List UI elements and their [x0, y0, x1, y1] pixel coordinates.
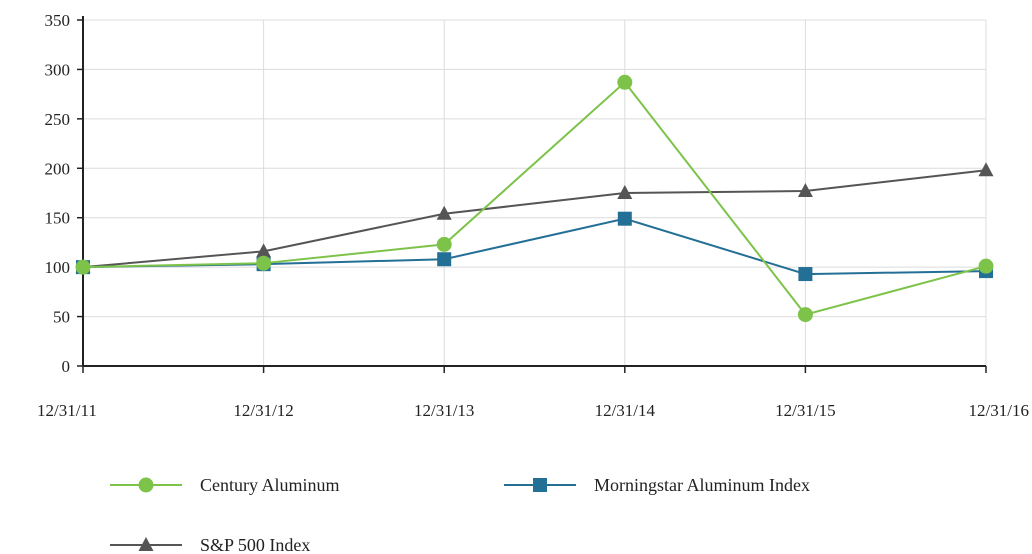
data-point-square: [798, 267, 813, 282]
legend-marker: [138, 537, 154, 551]
legend-item: Morningstar Aluminum Index: [504, 475, 810, 495]
x-tick-label: 12/31/15: [775, 401, 835, 420]
y-tick-label: 0: [62, 357, 71, 376]
data-point-triangle: [436, 205, 452, 220]
series-1: [75, 74, 994, 323]
legend-marker: [138, 477, 154, 493]
legend-label: Century Aluminum: [200, 475, 340, 495]
data-point-triangle: [978, 162, 994, 177]
data-point-circle: [617, 74, 633, 90]
series-lines: [75, 74, 994, 323]
y-tick-label: 300: [45, 60, 71, 79]
y-tick-label: 200: [45, 159, 71, 178]
data-point-circle: [75, 259, 91, 275]
x-tick-label: 12/31/16: [969, 401, 1029, 420]
legend-item: Century Aluminum: [110, 475, 340, 495]
axes: [77, 16, 987, 373]
data-point-triangle: [617, 185, 633, 199]
y-tick-labels: 0 50 100 150 200 250 300 350: [45, 11, 71, 376]
data-point-triangle: [256, 243, 272, 258]
x-tick-label: 12/31/11: [37, 401, 97, 420]
y-tick-label: 100: [45, 258, 71, 277]
x-tick-label: 12/31/14: [595, 401, 656, 420]
series-2: [76, 211, 993, 282]
data-point-circle: [436, 236, 452, 252]
y-tick-label: 50: [53, 308, 70, 327]
data-point-square: [437, 252, 452, 267]
y-tick-label: 250: [45, 110, 71, 129]
data-point-square: [617, 211, 632, 226]
y-tick-label: 350: [45, 11, 71, 30]
legend-label: Morningstar Aluminum Index: [594, 475, 810, 495]
series-line: [82, 217, 987, 276]
legend-marker: [533, 478, 547, 492]
data-point-triangle: [797, 183, 813, 198]
legend: Century Aluminum Morningstar Aluminum Ind…: [110, 475, 810, 554]
x-tick-labels: 12/31/11 12/31/12 12/31/13 12/31/14 12/31/15…: [37, 401, 1029, 420]
x-tick-label: 12/31/12: [233, 401, 293, 420]
y-tick-label: 150: [45, 209, 71, 228]
legend-label: S&P 500 Index: [200, 535, 310, 554]
gridlines: [83, 19, 987, 366]
data-point-circle: [256, 255, 272, 271]
data-point-circle: [797, 307, 813, 323]
legend-item: S&P 500 Index: [110, 535, 310, 554]
series-line: [82, 80, 987, 316]
series-line: [82, 169, 987, 269]
x-tick-label: 12/31/13: [414, 401, 474, 420]
data-point-circle: [978, 258, 994, 274]
